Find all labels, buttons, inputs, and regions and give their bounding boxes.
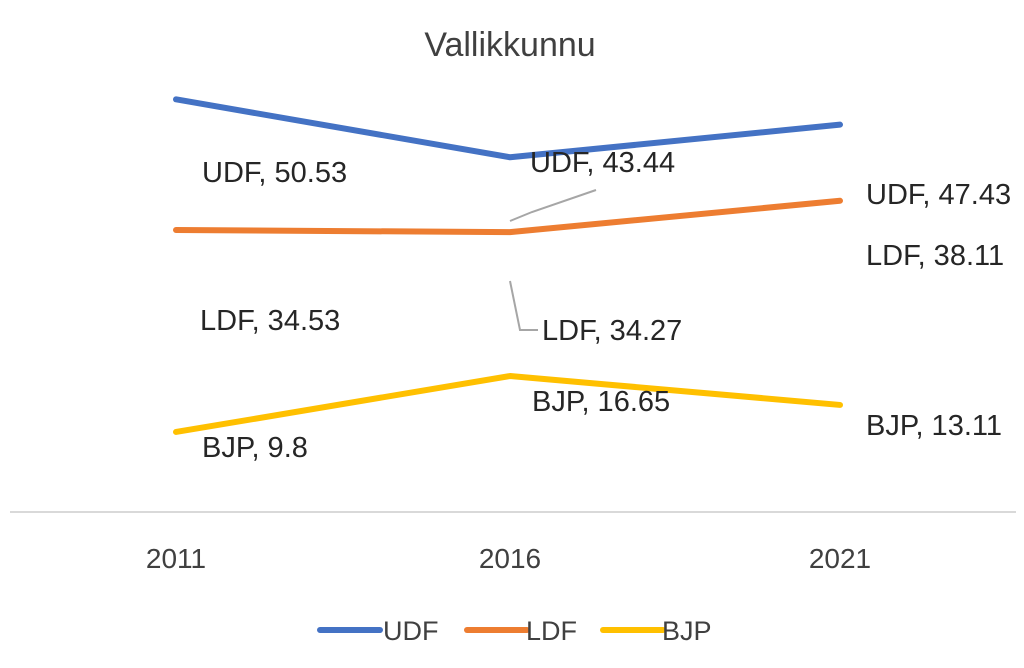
legend-label: LDF (526, 616, 577, 646)
chart-title: Vallikkunnu (424, 26, 595, 64)
x-tick-label: 2011 (146, 543, 206, 574)
data-label-ldf: LDF, 34.27 (542, 315, 682, 347)
data-label-bjp: BJP, 13.11 (866, 410, 1002, 442)
data-label-udf: UDF, 50.53 (202, 157, 347, 189)
legend-item-ldf[interactable]: LDF (464, 616, 577, 646)
data-label-bjp: BJP, 16.65 (532, 386, 670, 418)
data-label-bjp: BJP, 9.8 (202, 432, 308, 464)
series-line-bjp (173, 373, 843, 435)
x-tick-label: 2021 (809, 543, 871, 574)
legend-label: BJP (662, 616, 712, 646)
legend-item-udf[interactable]: UDF (317, 616, 439, 646)
leader-line (509, 189, 597, 222)
legend-label: UDF (383, 616, 439, 646)
data-label-udf: UDF, 47.43 (866, 179, 1011, 211)
leader-line (509, 280, 538, 331)
series-line-udf (173, 96, 843, 161)
data-label-ldf: LDF, 34.53 (200, 305, 340, 337)
data-label-ldf: LDF, 38.11 (866, 240, 1004, 272)
data-label-udf: UDF, 43.44 (530, 147, 675, 179)
series-line-ldf (173, 197, 843, 236)
legend-item-bjp[interactable]: BJP (600, 616, 712, 646)
x-tick-label: 2016 (479, 543, 541, 574)
